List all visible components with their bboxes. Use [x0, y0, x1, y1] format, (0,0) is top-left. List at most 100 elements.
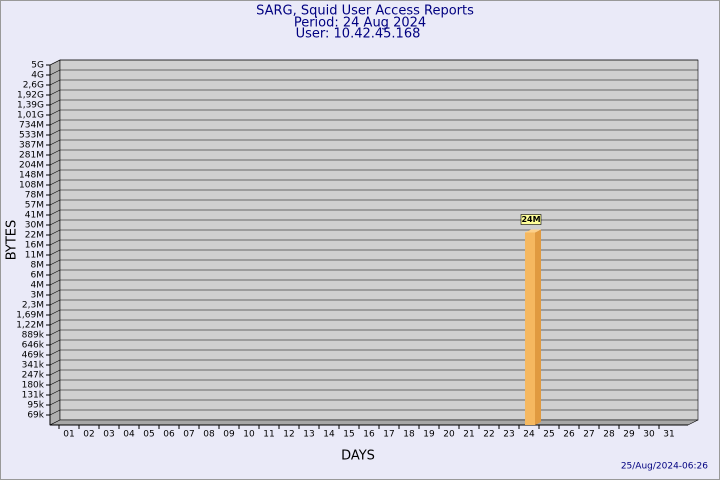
- period: Period: 24 Aug 2024: [294, 16, 426, 31]
- x-tick-label: 15: [343, 430, 354, 440]
- grid-line: [49, 89, 698, 96]
- grid-line: [49, 69, 698, 76]
- grid-line: [49, 259, 698, 266]
- x-tick-label: 12: [283, 430, 294, 440]
- x-tick-label: 22: [483, 430, 494, 440]
- grid-line: [49, 109, 698, 116]
- y-tick-label: 11M: [25, 251, 44, 261]
- grid-line: [49, 199, 698, 206]
- grid-line: [49, 129, 698, 136]
- y-tick-label: 16M: [25, 241, 44, 251]
- grid-line: [49, 369, 698, 376]
- y-tick-label: 889k: [22, 331, 45, 341]
- y-tick-label: 469k: [22, 351, 45, 361]
- grid-line: [49, 409, 698, 416]
- grid-line: [49, 159, 698, 166]
- x-tick-label: 03: [103, 430, 114, 440]
- grid-line: [49, 149, 698, 156]
- grid-line: [49, 79, 698, 86]
- x-tick-label: 05: [143, 430, 154, 440]
- y-tick-label: 41M: [25, 211, 44, 221]
- y-tick-label: 387M: [19, 141, 44, 151]
- y-tick-label: 69k: [27, 411, 44, 421]
- x-tick-label: 04: [123, 430, 135, 440]
- bar-side: [535, 229, 541, 425]
- grid-line: [49, 99, 698, 106]
- y-tick-label: 247k: [22, 371, 45, 381]
- y-tick-label: 5G: [31, 61, 44, 71]
- x-tick-label: 19: [423, 430, 435, 440]
- grid-line: [49, 249, 698, 256]
- y-tick-label: 30M: [25, 221, 44, 231]
- grid-line: [49, 309, 698, 316]
- y-tick-label: 734M: [19, 121, 44, 131]
- x-tick-label: 24: [523, 430, 535, 440]
- x-tick-label: 07: [183, 430, 194, 440]
- footer: 25/Aug/2024-06:26: [621, 462, 708, 472]
- y-tick-label: 4M: [31, 281, 45, 291]
- y-tick-label: 22M: [25, 231, 44, 241]
- x-tick-label: 08: [203, 430, 215, 440]
- grid-line: [49, 269, 698, 276]
- grid-line: [49, 349, 698, 356]
- grid-line: [49, 219, 698, 226]
- y-tick-label: 1,69M: [16, 311, 44, 321]
- x-tick-label: 20: [443, 430, 455, 440]
- y-tick-label: 108M: [19, 181, 44, 191]
- grid-line: [49, 139, 698, 146]
- x-tick-label: 29: [623, 430, 635, 440]
- grid-line: [49, 169, 698, 176]
- grid-line: [49, 289, 698, 296]
- y-tick-label: 131k: [22, 391, 45, 401]
- grid-line: [49, 329, 698, 336]
- y-tick-label: 1,01G: [17, 111, 44, 121]
- bar-top: [525, 229, 541, 233]
- x-tick-label: 23: [503, 430, 514, 440]
- y-tick-label: 1,22M: [16, 321, 44, 331]
- x-tick-label: 28: [603, 430, 615, 440]
- grid-line: [49, 399, 698, 406]
- grid-line: [49, 299, 698, 306]
- chart-title: SARG, Squid User Access Reports: [256, 4, 474, 19]
- y-tick-label: 2,3M: [22, 301, 44, 311]
- y-tick-label: 148M: [19, 171, 44, 181]
- y-tick-label: 1,92G: [17, 91, 44, 101]
- y-tick-label: 95k: [27, 401, 44, 411]
- grid-line: [49, 319, 698, 326]
- grid-line: [49, 279, 698, 286]
- x-tick-label: 11: [263, 430, 274, 440]
- y-tick-label: 1,39G: [17, 101, 44, 111]
- y-tick-label: 2,6G: [23, 81, 44, 91]
- y-tick-label: 281M: [19, 151, 44, 161]
- x-tick-label: 06: [163, 430, 175, 440]
- y-tick-label: 646k: [22, 341, 45, 351]
- x-tick-label: 13: [303, 430, 314, 440]
- grid-line: [49, 229, 698, 236]
- x-tick-label: 21: [463, 430, 474, 440]
- y-tick-label: 78M: [25, 191, 44, 201]
- grid-line: [49, 339, 698, 346]
- grid-line: [49, 359, 698, 366]
- y-tick-label: 3M: [31, 291, 45, 301]
- grid-line: [49, 189, 698, 196]
- x-tick-label: 31: [663, 430, 674, 440]
- value-label: 24M: [521, 215, 540, 224]
- grid-line: [49, 239, 698, 246]
- grid-line: [49, 119, 698, 126]
- grid-line: [49, 389, 698, 396]
- y-tick-label: 341k: [22, 361, 45, 371]
- bar: [525, 232, 535, 425]
- grid-line: [49, 379, 698, 386]
- x-tick-label: 14: [323, 430, 335, 440]
- y-tick-label: 180k: [22, 381, 45, 391]
- grid-line: [49, 179, 698, 186]
- x-tick-label: 10: [243, 430, 255, 440]
- x-tick-label: 01: [63, 430, 74, 440]
- y-tick-label: 57M: [25, 201, 44, 211]
- x-tick-label: 09: [223, 430, 235, 440]
- y-tick-label: 6M: [31, 271, 45, 281]
- x-tick-label: 18: [403, 430, 415, 440]
- x-tick-label: 30: [643, 430, 655, 440]
